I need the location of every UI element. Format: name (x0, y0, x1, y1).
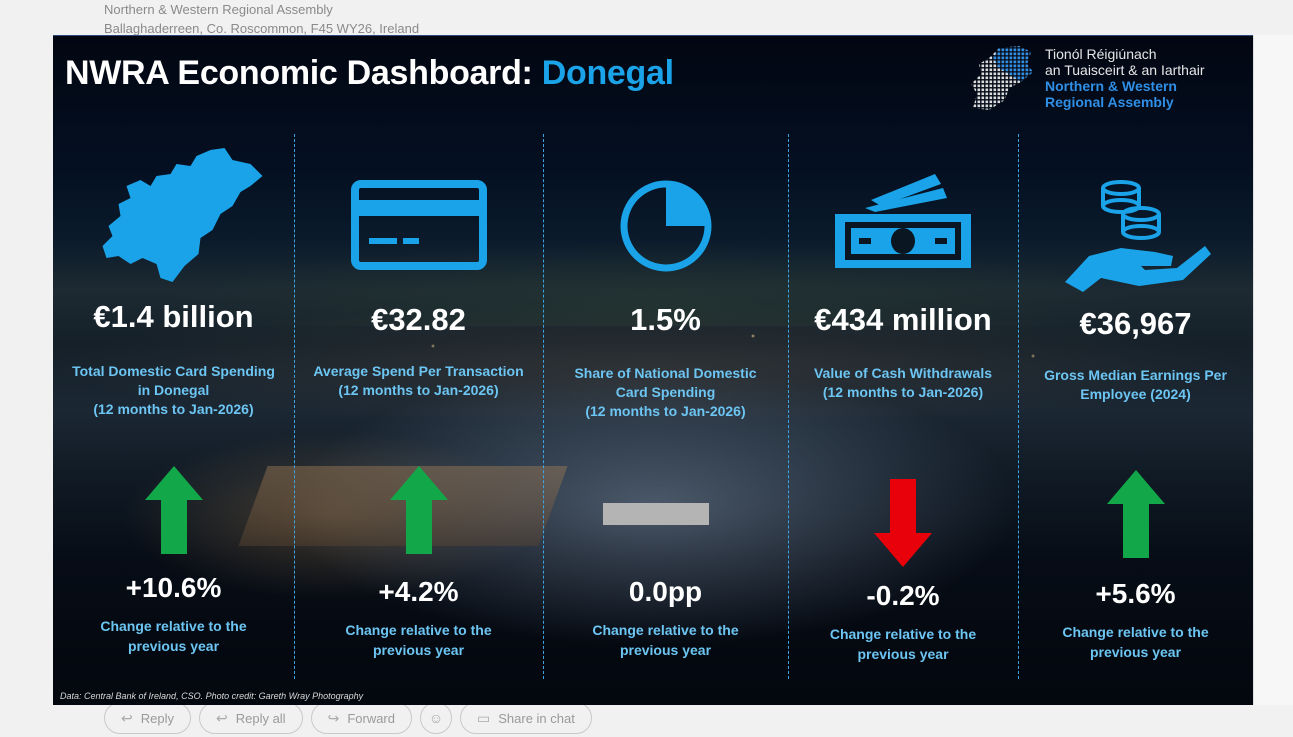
metric-card-spending: €1.4 billion Total Domestic Card Spendin… (53, 134, 294, 694)
change-value: +4.2% (378, 576, 459, 607)
banknotes-icon (835, 174, 971, 268)
chat-icon: ▭ (477, 709, 491, 726)
change-label-line: Change relative to the (345, 622, 492, 638)
change-label: Change relative to the previous year (53, 616, 294, 656)
change-value: 0.0pp (628, 576, 703, 607)
reply-label: Reply (140, 710, 174, 726)
title-county: Donegal (541, 54, 674, 92)
change-label: Change relative to the previous year (788, 624, 1018, 664)
share-in-chat-label: Share in chat (498, 710, 575, 726)
change-value: +5.6% (1095, 578, 1176, 609)
right-side-panel (1253, 35, 1293, 705)
org-name-english-1: Northern & Western (1045, 78, 1177, 94)
title-prefix: NWRA Economic Dashboard: (65, 54, 533, 92)
change-label-line: Change relative to the (100, 618, 247, 634)
change-label: Change relative to the previous year (294, 620, 543, 660)
dashboard-image: NWRA Economic Dashboard: Donegal Tionól … (53, 35, 1253, 705)
metric-label: Value of Cash Withdrawals (12 months to … (788, 364, 1018, 402)
background-town (53, 286, 1253, 426)
metric-card-cash: €434 million Value of Cash Withdrawals (… (788, 134, 1018, 694)
email-action-bar: ↩ Reply ↩ Reply all ↪ Forward ☺ ▭ Share … (104, 702, 592, 734)
change-value: -0.2% (866, 580, 940, 611)
change-label: Change relative to the previous year (1018, 622, 1253, 662)
address-line-2: Ballaghaderreen, Co. Roscommon, F45 WY26… (104, 21, 420, 36)
sender-address: Northern & Western Regional Assembly Bal… (104, 0, 419, 38)
metric-label-line: Share of National Domestic (574, 365, 757, 381)
metric-label: Total Domestic Card Spending in Donegal … (53, 362, 294, 419)
address-line-1: Northern & Western Regional Assembly (104, 2, 333, 17)
column-divider (1018, 134, 1019, 679)
metric-label-line: Card Spending (615, 384, 716, 400)
column-divider (294, 134, 295, 679)
metric-label-line: Gross Median Earnings Per (1044, 367, 1227, 383)
metric-value: €434 million (814, 302, 992, 337)
metric-value: €36,967 (1079, 306, 1192, 341)
metric-label-line: (12 months to Jan-2026) (585, 403, 746, 419)
change-label: Change relative to the previous year (543, 620, 788, 660)
arrow-up-icon (389, 466, 448, 554)
change-label-line: previous year (619, 642, 712, 658)
metric-value: 1.5% (630, 302, 701, 337)
arrow-down-icon (874, 479, 932, 567)
reply-icon: ↩ (121, 709, 133, 726)
change-label-line: previous year (127, 638, 220, 654)
arrow-up-icon (144, 466, 203, 554)
metric-label-line: Value of Cash Withdrawals (813, 365, 993, 381)
nwra-logo-icon (971, 46, 1033, 110)
change-label-line: Change relative to the (1062, 624, 1209, 640)
org-name: Tionól Réigiúnach an Tuaisceirt & an Iar… (1045, 46, 1205, 110)
metric-label-line: Average Spend Per Transaction (313, 363, 524, 379)
emoji-reaction-button[interactable]: ☺ (420, 702, 452, 734)
metric-label-line: in Donegal (137, 382, 210, 398)
forward-button[interactable]: ↪ Forward (310, 702, 412, 734)
metric-label-line: (12 months to Jan-2026) (93, 401, 254, 417)
metric-label-line: (12 months to Jan-2026) (822, 384, 984, 400)
org-name-irish-1: Tionól Réigiúnach (1045, 46, 1157, 62)
column-divider (788, 134, 789, 679)
emoji-icon: ☺ (428, 710, 444, 726)
metric-label: Gross Median Earnings Per Employee (2024… (1018, 366, 1253, 404)
change-label-line: previous year (1089, 644, 1182, 660)
metric-label-line: Total Domestic Card Spending (72, 363, 275, 379)
metric-label: Share of National Domestic Card Spending… (543, 364, 788, 421)
reply-all-icon: ↩ (215, 709, 228, 726)
metric-card-avg-spend: €32.82 Average Spend Per Transaction (12… (294, 134, 543, 694)
dashboard-title: NWRA Economic Dashboard: Donegal (65, 54, 674, 93)
metric-value: €32.82 (371, 302, 466, 337)
metric-label-line: (12 months to Jan-2026) (338, 382, 499, 398)
no-change-bar-icon (603, 503, 709, 525)
data-credit: Data: Central Bank of Ireland, CSO. Phot… (60, 691, 364, 701)
metric-card-share: 1.5% Share of National Domestic Card Spe… (543, 134, 788, 694)
metric-value: €1.4 billion (93, 299, 254, 334)
reply-all-label: Reply all (235, 710, 286, 726)
org-name-english-2: Regional Assembly (1045, 94, 1174, 110)
coins-hand-icon (1064, 180, 1211, 292)
metric-label: Average Spend Per Transaction (12 months… (294, 362, 543, 400)
change-label-line: previous year (857, 646, 949, 662)
county-map-icon (102, 148, 263, 282)
change-label-line: Change relative to the (829, 626, 977, 642)
change-value: +10.6% (125, 572, 222, 603)
credit-card-icon (350, 180, 487, 270)
share-in-chat-button[interactable]: ▭ Share in chat (460, 702, 592, 734)
arrow-up-icon (1106, 470, 1165, 558)
reply-button[interactable]: ↩ Reply (104, 702, 191, 734)
forward-icon: ↪ (327, 709, 340, 726)
reply-all-button[interactable]: ↩ Reply all (198, 702, 303, 734)
change-label-line: Change relative to the (592, 622, 739, 638)
org-name-irish-2: an Tuaisceirt & an Iarthair (1045, 62, 1205, 78)
metric-card-earnings: €36,967 Gross Median Earnings Per Employ… (1018, 134, 1253, 694)
forward-label: Forward (347, 710, 395, 726)
column-divider (543, 134, 544, 679)
metric-label-line: Employee (2024) (1080, 386, 1191, 402)
pie-chart-icon (620, 180, 711, 272)
change-label-line: previous year (372, 642, 465, 658)
